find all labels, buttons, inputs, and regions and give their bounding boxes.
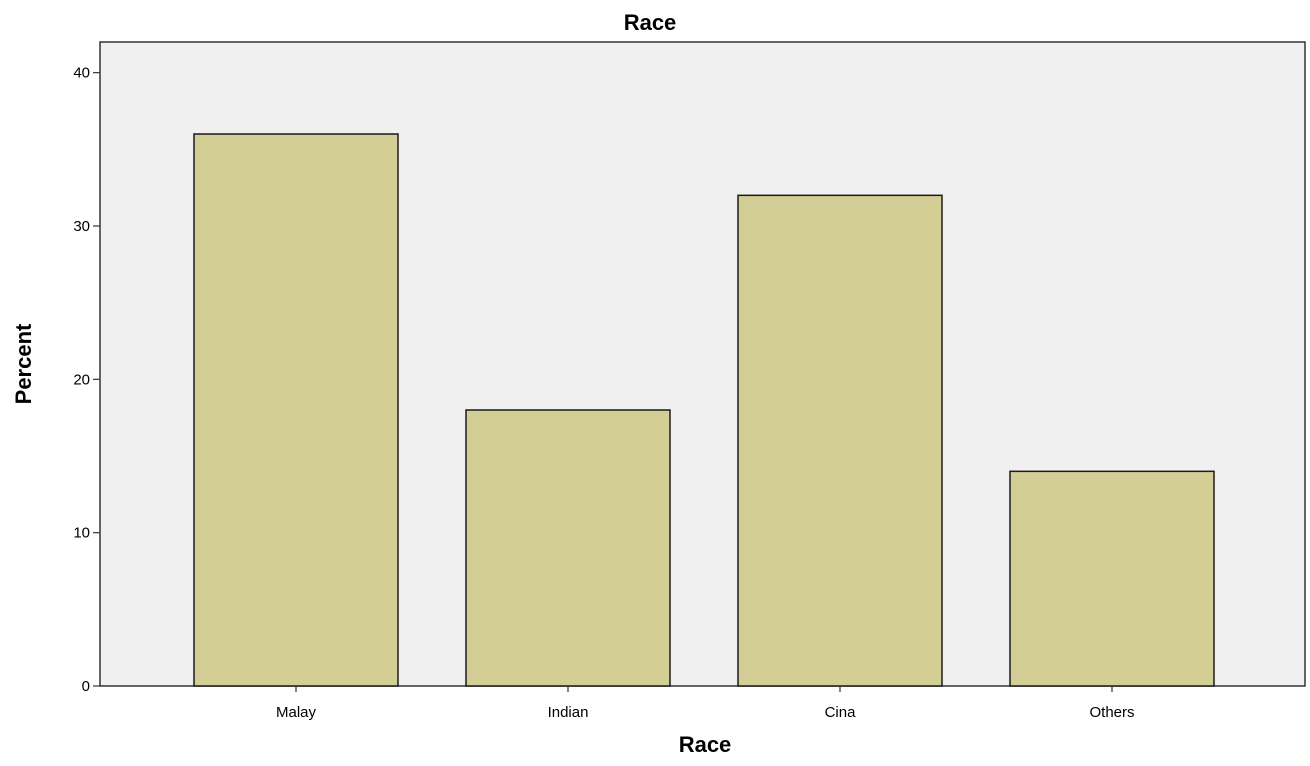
y-tick-label: 0	[82, 678, 90, 695]
y-tick-label: 40	[73, 65, 90, 82]
x-tick-label-malay: Malay	[276, 704, 317, 721]
y-axis-label: Percent	[11, 323, 36, 404]
bar-cina	[737, 194, 943, 687]
y-tick-label: 30	[73, 218, 90, 235]
x-tick-label-others: Others	[1089, 704, 1134, 721]
bar-series	[193, 133, 1215, 687]
y-tick-label: 10	[73, 525, 90, 542]
chart-title: Race	[624, 10, 677, 35]
x-tick-label-cina: Cina	[825, 704, 857, 721]
y-axis: 0 10 20 30 40	[73, 65, 100, 695]
y-tick-label: 20	[73, 371, 90, 388]
bar-indian	[465, 409, 671, 687]
x-axis-label: Race	[679, 732, 732, 757]
bar-malay	[193, 133, 399, 687]
bar-others	[1009, 470, 1215, 687]
x-axis: Malay Indian Cina Others	[276, 686, 1135, 721]
x-tick-label-indian: Indian	[548, 704, 589, 721]
